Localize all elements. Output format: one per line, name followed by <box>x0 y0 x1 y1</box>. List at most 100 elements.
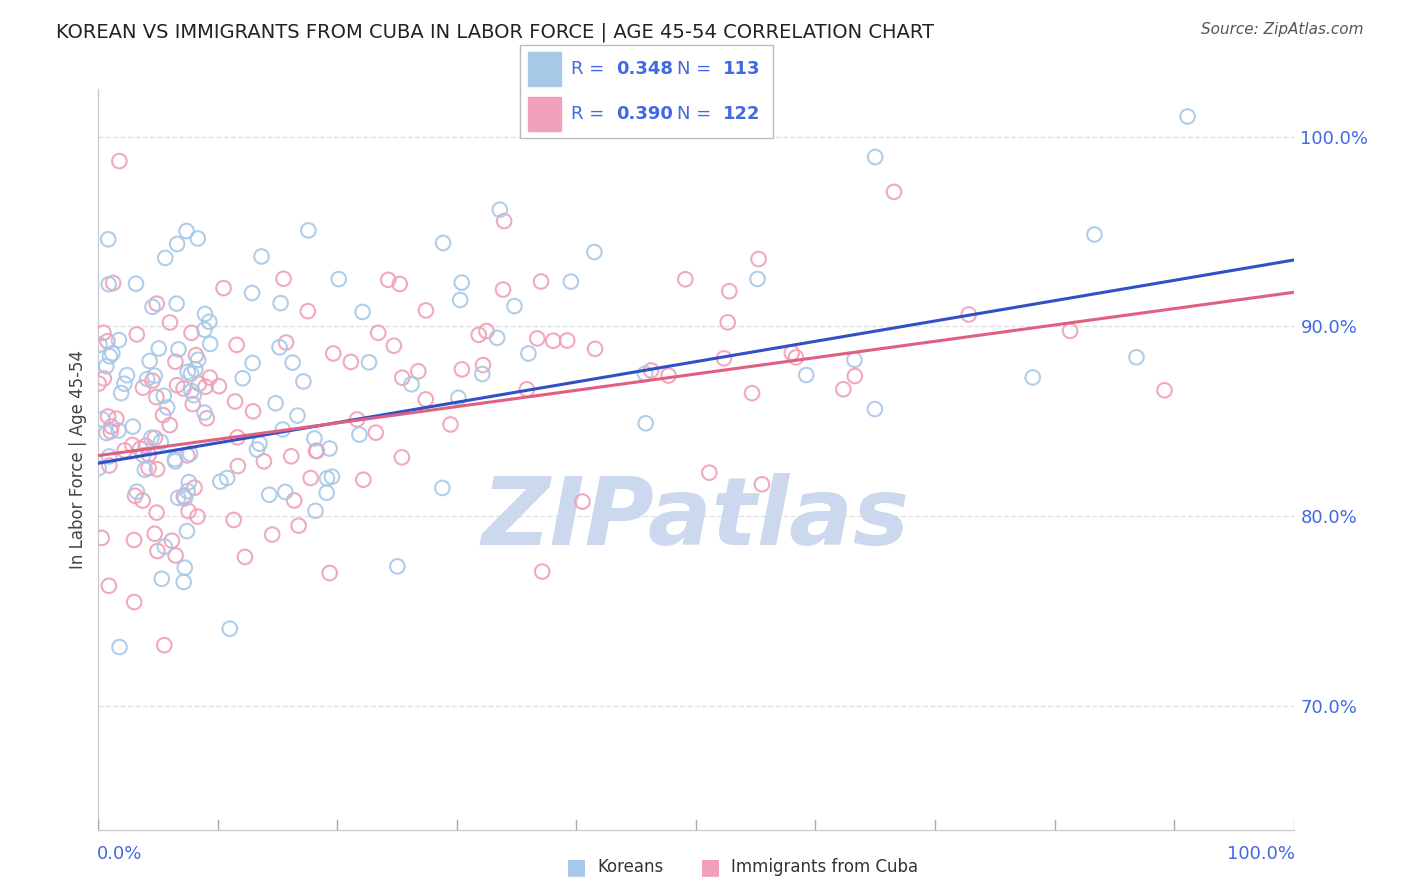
Point <box>794 368 817 382</box>
Point <box>166 378 188 392</box>
Point <box>447 391 470 405</box>
Point <box>283 493 305 508</box>
Point <box>209 475 232 489</box>
Text: 100.0%: 100.0% <box>1226 846 1295 863</box>
Point <box>357 355 380 369</box>
Point <box>122 533 145 547</box>
Point <box>145 296 167 310</box>
Point <box>165 549 187 563</box>
Point <box>832 382 855 396</box>
Point <box>148 342 170 356</box>
Point <box>401 377 423 392</box>
Point <box>97 409 120 424</box>
Point <box>322 346 344 360</box>
Point <box>186 509 208 524</box>
FancyBboxPatch shape <box>527 97 561 131</box>
Point <box>198 315 221 329</box>
Point <box>101 276 124 290</box>
Point <box>135 439 157 453</box>
Point <box>97 232 120 246</box>
Point <box>125 277 148 291</box>
Point <box>176 524 198 538</box>
Point <box>93 326 115 340</box>
Point <box>780 346 803 360</box>
Point <box>167 343 190 357</box>
Text: 113: 113 <box>723 60 761 78</box>
Point <box>699 466 721 480</box>
Point <box>194 380 217 394</box>
Point <box>494 214 516 228</box>
Text: 122: 122 <box>723 105 761 123</box>
Point <box>249 436 271 450</box>
Point <box>208 379 231 393</box>
Point <box>316 471 339 485</box>
Point <box>352 305 374 319</box>
Point <box>634 367 657 381</box>
Point <box>93 371 115 385</box>
Point <box>583 342 606 356</box>
Point <box>530 275 553 289</box>
Point <box>328 272 350 286</box>
Point <box>297 223 319 237</box>
Point <box>107 424 129 438</box>
Point <box>108 333 131 347</box>
Point <box>87 376 110 391</box>
Point <box>1125 351 1147 365</box>
Point <box>166 237 188 252</box>
Point <box>785 351 807 365</box>
Point <box>165 354 187 368</box>
Point <box>125 484 148 499</box>
Point <box>408 364 430 378</box>
Point <box>274 484 297 499</box>
Point <box>634 417 657 431</box>
Point <box>176 449 198 463</box>
Point <box>184 348 207 362</box>
Point <box>349 427 371 442</box>
Point <box>382 339 405 353</box>
Point <box>145 506 167 520</box>
Point <box>155 251 177 265</box>
Point <box>121 419 143 434</box>
Point <box>270 296 292 310</box>
Point <box>97 277 120 292</box>
Point <box>153 540 176 554</box>
Point <box>741 386 763 401</box>
Point <box>226 430 249 444</box>
Point <box>112 376 135 391</box>
Point <box>129 442 152 456</box>
Point <box>138 461 160 475</box>
Point <box>488 202 510 217</box>
Point <box>184 362 207 376</box>
Point <box>141 374 163 388</box>
Point <box>863 150 886 164</box>
Point <box>287 518 309 533</box>
Point <box>101 346 124 360</box>
Point <box>432 481 454 495</box>
Point <box>136 372 159 386</box>
Point <box>138 354 160 368</box>
Point <box>188 376 211 391</box>
Point <box>174 491 197 506</box>
Point <box>90 531 112 545</box>
Point <box>439 417 461 432</box>
Point <box>883 185 905 199</box>
Text: 0.348: 0.348 <box>616 60 673 78</box>
Point <box>321 469 343 483</box>
Point <box>91 412 114 426</box>
Point <box>173 382 195 396</box>
Point <box>233 549 256 564</box>
Point <box>179 447 201 461</box>
Point <box>166 296 188 310</box>
Point <box>89 337 111 351</box>
Point <box>177 504 200 518</box>
Point <box>387 559 409 574</box>
Point <box>108 154 131 169</box>
Point <box>287 409 309 423</box>
Point <box>115 368 138 383</box>
Point <box>281 356 304 370</box>
Point <box>141 431 163 445</box>
Point <box>305 444 328 458</box>
Point <box>177 475 200 490</box>
Text: Koreans: Koreans <box>598 858 664 876</box>
Point <box>415 392 437 407</box>
